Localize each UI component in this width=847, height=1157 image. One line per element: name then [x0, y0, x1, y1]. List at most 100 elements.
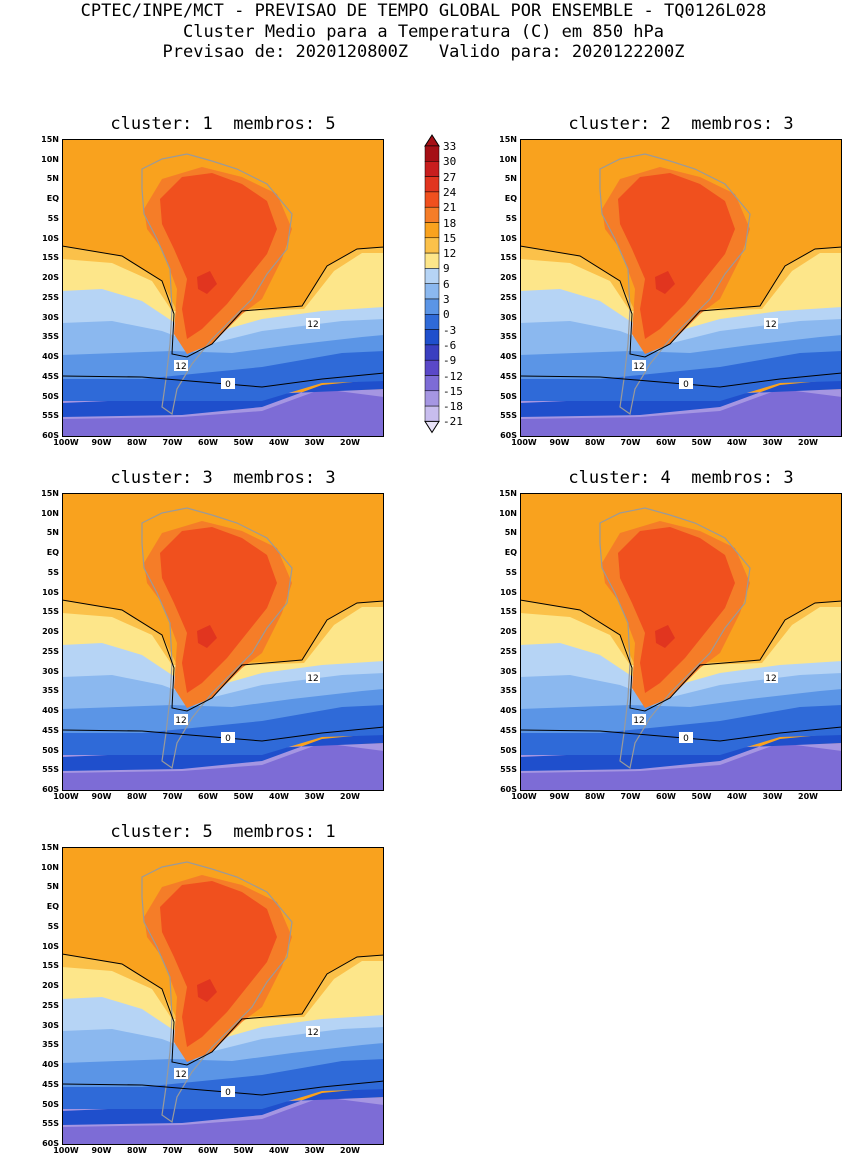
temperature-band — [520, 389, 842, 437]
colorbar-label: -3 — [443, 323, 457, 337]
lat-label: 15N — [41, 135, 59, 144]
temperature-map-panel-1: 12 12 0 — [62, 139, 384, 437]
lat-label: 60S — [500, 785, 517, 794]
contour-label: 12 — [765, 674, 776, 684]
lat-label: 60S — [42, 1139, 59, 1148]
lat-label: 40S — [42, 1060, 59, 1070]
colorbar-label: 30 — [443, 155, 457, 169]
colorbar-segment — [424, 298, 440, 315]
contour-label: 12 — [307, 674, 318, 684]
lat-label: 15S — [42, 961, 59, 971]
lat-label: 45S — [500, 371, 517, 381]
colorbar-segment — [424, 161, 440, 177]
lat-label: 15S — [42, 607, 59, 617]
lat-label: EQ — [46, 902, 59, 912]
map-canvas: 12 12 0 — [520, 493, 842, 791]
lat-label: 35S — [42, 686, 59, 696]
contour-label: 0 — [683, 380, 689, 390]
lat-label: 50S — [42, 745, 59, 755]
colorbar: 33 30 27 24 21 18 15 12 9 6 3 0 -3 -6 -9 -12 -15 -18 -21 — [424, 134, 484, 444]
colorbar-segment — [424, 314, 440, 330]
temperature-band — [160, 881, 277, 1047]
temperature-band — [520, 641, 842, 700]
temperature-band — [520, 687, 842, 733]
colorbar-label: -15 — [443, 384, 463, 398]
lat-label: 15N — [499, 135, 517, 144]
lat-label: 10S — [42, 941, 59, 951]
temperature-band — [62, 743, 384, 791]
lat-label: 50S — [500, 391, 517, 401]
lat-label: 10N — [499, 508, 517, 518]
lon-label: 20W — [798, 438, 818, 447]
colorbar-segment — [424, 375, 440, 392]
temperature-map-panel-3: 12 12 0 — [62, 493, 384, 791]
colorbar-label: 18 — [443, 216, 457, 230]
lat-label: 45S — [42, 1079, 59, 1089]
lat-label: 20S — [42, 627, 59, 637]
lon-label: 40W — [727, 792, 747, 801]
colorbar-segment — [424, 237, 440, 254]
lat-label: 5N — [504, 174, 517, 184]
lat-label: 45S — [42, 371, 59, 381]
lat-label: 45S — [42, 725, 59, 735]
lat-label: 15S — [500, 607, 517, 617]
colorbar-segment — [424, 283, 440, 300]
lon-label: 50W — [233, 792, 254, 801]
lat-label: 25S — [500, 646, 517, 656]
temperature-band — [62, 687, 384, 733]
lon-label: 100W — [53, 1146, 79, 1155]
lat-label: 35S — [500, 686, 517, 696]
lon-label: 70W — [162, 1146, 183, 1155]
lon-label: 20W — [798, 792, 818, 801]
temperature-band — [62, 389, 384, 437]
colorbar-label: -9 — [443, 354, 457, 368]
colorbar-label: 27 — [443, 170, 457, 184]
lat-label: 50S — [42, 391, 59, 401]
lon-label: 60W — [198, 438, 218, 447]
header-line-1: CPTEC/INPE/MCT - PREVISAO DE TEMPO GLOBA… — [80, 1, 767, 21]
coastline — [599, 153, 751, 416]
lat-label: 10N — [499, 154, 517, 164]
lat-label: EQ — [46, 548, 59, 558]
map-canvas: 12 12 0 — [62, 493, 384, 791]
colorbar-segment — [424, 329, 440, 346]
lat-label: 15N — [41, 489, 59, 498]
temperature-band — [618, 527, 735, 693]
lon-label: 20W — [340, 1146, 360, 1155]
lat-label: 5S — [505, 567, 517, 577]
colorbar-label: 12 — [443, 247, 457, 261]
lon-label: 60W — [656, 438, 676, 447]
contour-12 — [62, 599, 384, 712]
panel-title-3: cluster: 3 membros: 3 — [110, 468, 336, 488]
lat-label: 45S — [500, 725, 517, 735]
lon-label: 90W — [91, 1146, 112, 1155]
colorbar-label: 24 — [443, 185, 457, 199]
panel-title-2: cluster: 2 membros: 3 — [568, 114, 794, 134]
lat-label: 5N — [46, 882, 59, 892]
lat-label: 20S — [500, 273, 517, 283]
temperature-band — [160, 173, 277, 339]
lat-label: 25S — [42, 292, 59, 302]
lat-label: 20S — [42, 981, 59, 991]
lon-label: 70W — [162, 438, 183, 447]
lon-label: 80W — [127, 438, 147, 447]
temperature-band — [655, 271, 675, 294]
lat-label: 50S — [42, 1099, 59, 1109]
lat-label: 5S — [47, 213, 59, 223]
coastline — [141, 153, 293, 416]
temperature-band — [62, 995, 384, 1054]
lat-label: 50S — [500, 745, 517, 755]
lon-label: 50W — [233, 438, 254, 447]
lat-label: 5S — [47, 921, 59, 931]
lon-label: 80W — [585, 792, 605, 801]
lat-label: EQ — [504, 548, 517, 558]
lat-label: 10S — [42, 587, 59, 597]
contour-12 — [62, 953, 384, 1066]
temperature-band — [62, 287, 384, 346]
lon-label: 100W — [53, 438, 79, 447]
temperature-band — [197, 625, 217, 648]
lat-label: 55S — [500, 765, 517, 775]
colorbar-label: -6 — [443, 338, 457, 352]
lon-label: 80W — [127, 792, 147, 801]
lat-label: 5S — [505, 213, 517, 223]
